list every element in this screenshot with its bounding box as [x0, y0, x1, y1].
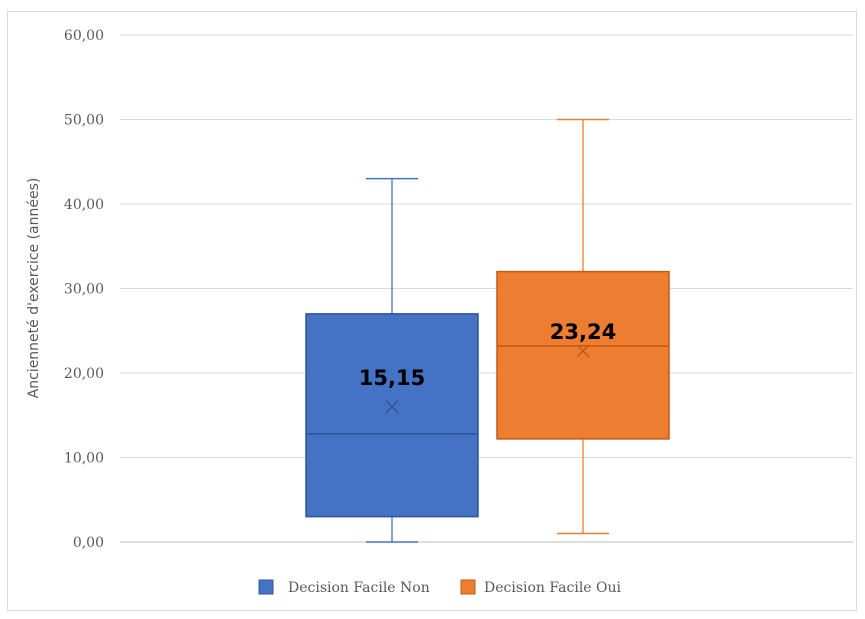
y-tick-label: 10,00 — [64, 451, 104, 467]
y-tick-label: 0,00 — [73, 535, 104, 551]
mean-marker — [576, 344, 590, 358]
legend: Decision Facile Non Decision Facile Oui — [258, 579, 622, 596]
gridlines — [120, 34, 853, 543]
data-label: 15,15 — [359, 366, 425, 390]
iqr-box — [496, 270, 670, 440]
box-series — [305, 118, 670, 543]
legend-swatch — [460, 579, 476, 595]
mean-marker — [385, 400, 399, 414]
y-tick-label: 30,00 — [64, 282, 104, 298]
legend-swatch — [258, 579, 274, 595]
iqr-box — [305, 313, 479, 518]
y-axis-label: Ancienneté d'exercice (années) — [26, 178, 42, 399]
y-tick-label: 40,00 — [64, 197, 104, 213]
legend-label: Decision Facile Non — [288, 580, 430, 596]
y-axis-ticks: 0,00 10,00 20,00 30,00 40,00 50,00 60,00 — [64, 28, 104, 551]
legend-label: Decision Facile Oui — [484, 580, 622, 596]
y-tick-label: 50,00 — [64, 113, 104, 129]
box-oui — [496, 118, 670, 535]
y-tick-label: 20,00 — [64, 366, 104, 382]
y-tick-label: 60,00 — [64, 28, 104, 44]
box-non — [305, 177, 479, 543]
data-label: 23,24 — [550, 320, 616, 344]
data-labels: 15,15 23,24 — [359, 320, 616, 390]
